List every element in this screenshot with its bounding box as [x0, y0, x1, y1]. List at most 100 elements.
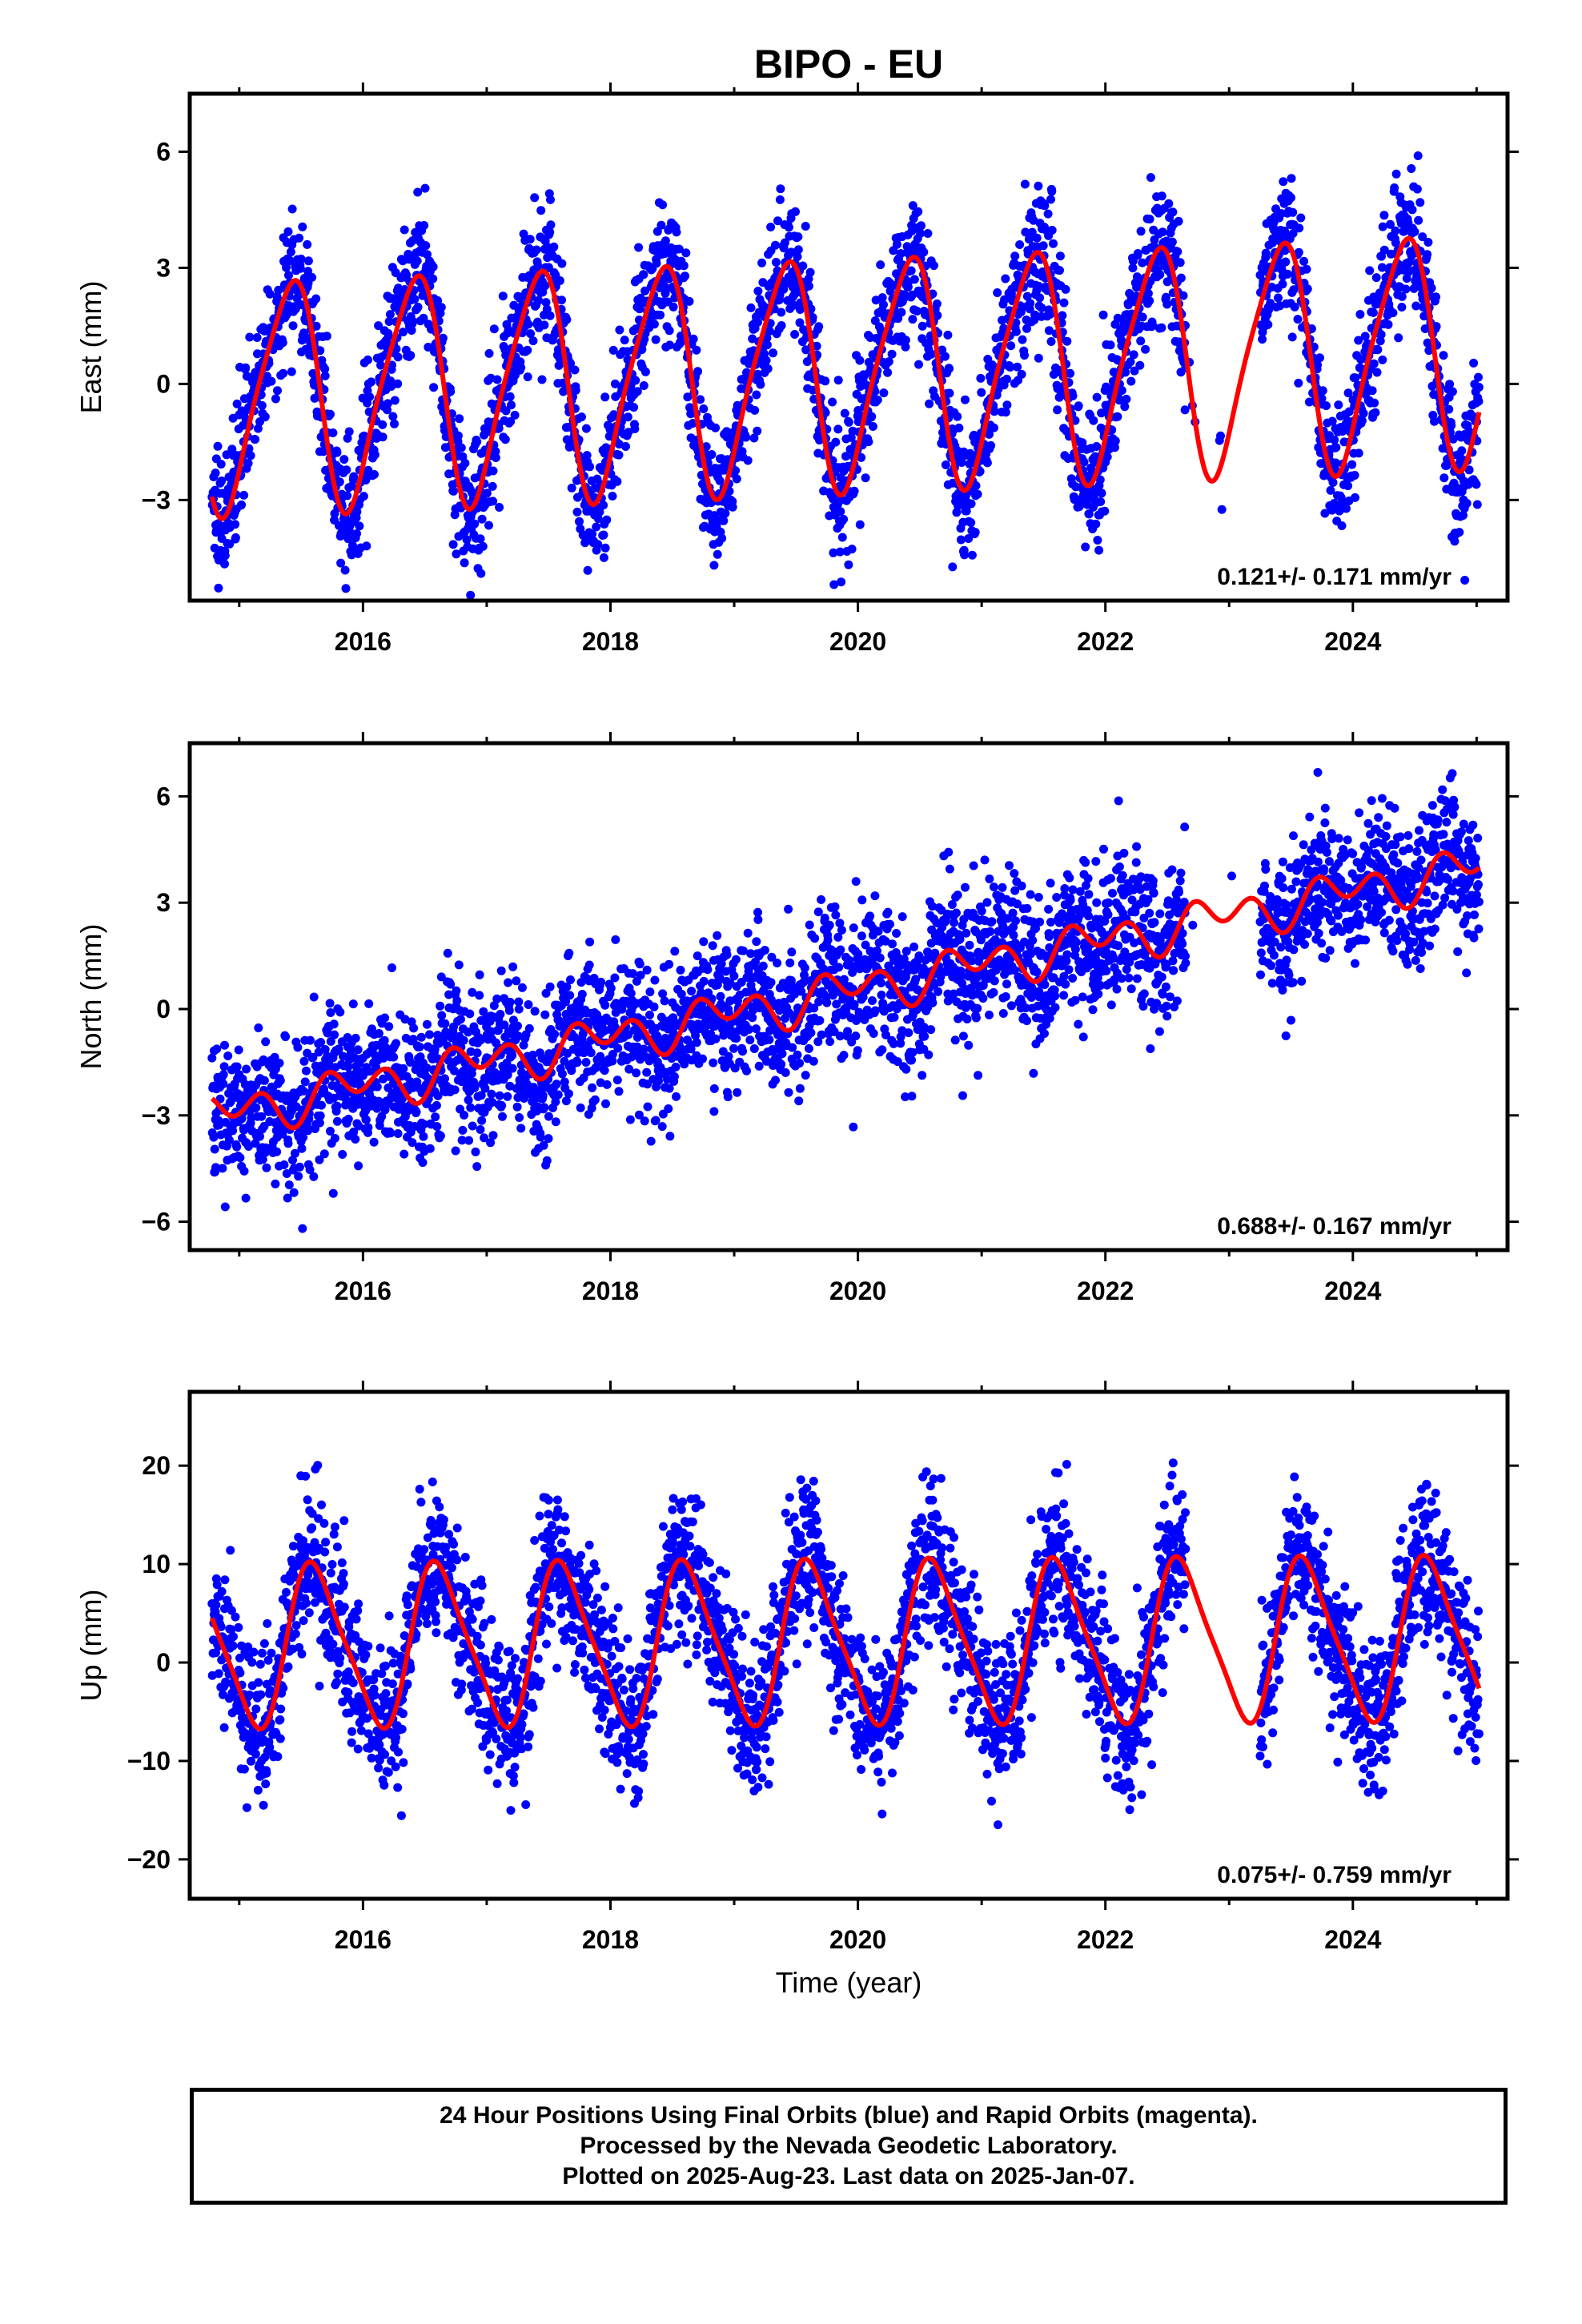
data-point [384, 317, 394, 326]
data-point [1447, 387, 1457, 396]
data-point [1288, 229, 1298, 238]
data-point [787, 947, 797, 957]
data-point [731, 466, 741, 476]
data-point [602, 515, 612, 525]
data-point [432, 1122, 442, 1132]
data-point [1439, 473, 1449, 483]
data-point [733, 1088, 742, 1097]
data-point [692, 1038, 701, 1047]
data-point [278, 1129, 287, 1139]
data-point [253, 424, 263, 433]
data-point [508, 1051, 517, 1060]
data-point [239, 490, 249, 500]
x-tick-label: 2020 [829, 627, 886, 656]
data-point [608, 492, 617, 501]
data-point [793, 252, 802, 261]
data-point [715, 476, 725, 485]
data-point [216, 460, 226, 469]
data-point [835, 547, 845, 557]
data-point [532, 245, 541, 255]
data-point [1287, 174, 1296, 183]
data-point [495, 1091, 504, 1100]
data-point [225, 539, 235, 549]
data-point [732, 474, 741, 484]
data-point [645, 1010, 654, 1019]
data-point [620, 336, 629, 345]
data-point [742, 1066, 751, 1076]
data-point [452, 986, 461, 995]
data-point [1164, 199, 1174, 208]
data-point [315, 1118, 324, 1128]
data-point [658, 989, 668, 999]
data-point [636, 971, 645, 980]
data-point [389, 1052, 399, 1062]
data-point [1303, 284, 1312, 294]
data-point [517, 983, 527, 992]
data-point [743, 928, 753, 938]
data-point [359, 1071, 367, 1080]
data-point [524, 320, 533, 329]
data-point [786, 247, 796, 257]
data-point [973, 489, 982, 499]
data-point [286, 247, 295, 257]
data-point [220, 551, 230, 561]
data-point [625, 1115, 635, 1124]
data-point [715, 973, 725, 983]
data-point [343, 1062, 353, 1072]
data-point [232, 1062, 242, 1072]
data-point [1040, 201, 1050, 211]
data-point [1334, 400, 1343, 410]
data-point [805, 267, 815, 277]
data-point [526, 329, 536, 339]
data-point [311, 321, 321, 331]
data-point [685, 296, 694, 306]
data-point [688, 419, 697, 428]
data-point [868, 422, 877, 431]
data-point [1402, 274, 1411, 283]
data-point [1176, 273, 1186, 283]
data-point [1343, 481, 1353, 491]
data-point [600, 1066, 609, 1076]
data-point [601, 1099, 610, 1108]
data-point [632, 387, 642, 396]
data-point [1180, 405, 1190, 415]
data-point [458, 1125, 468, 1135]
data-point [1369, 359, 1379, 368]
data-point [298, 222, 307, 231]
data-point [1287, 193, 1295, 203]
data-point [545, 311, 555, 320]
data-point [386, 1128, 396, 1138]
data-point [676, 965, 685, 975]
data-point [697, 988, 706, 997]
data-point [220, 559, 229, 569]
data-point [359, 431, 369, 440]
data-point [1455, 528, 1464, 537]
data-point [780, 238, 789, 247]
data-point [488, 1098, 497, 1107]
data-point [656, 310, 665, 320]
data-point [785, 958, 795, 967]
data-point [494, 424, 504, 433]
data-point [671, 1062, 681, 1072]
data-point [253, 349, 262, 359]
data-point [791, 207, 800, 216]
data-point [751, 1024, 761, 1034]
data-point [614, 1087, 624, 1096]
data-point [1162, 277, 1172, 287]
data-point [305, 1165, 315, 1175]
data-point [1129, 350, 1138, 360]
data-point [699, 404, 709, 413]
data-point [656, 1063, 665, 1072]
data-point [642, 1068, 652, 1077]
data-point [762, 1056, 771, 1066]
data-point [1024, 235, 1034, 244]
data-point [419, 1120, 428, 1129]
data-point [349, 472, 359, 481]
data-point [315, 1155, 324, 1164]
data-point [387, 360, 396, 370]
data-point [1347, 460, 1357, 469]
data-point [472, 437, 482, 447]
data-point [699, 976, 709, 986]
data-point [335, 477, 344, 487]
data-point [293, 1043, 303, 1052]
